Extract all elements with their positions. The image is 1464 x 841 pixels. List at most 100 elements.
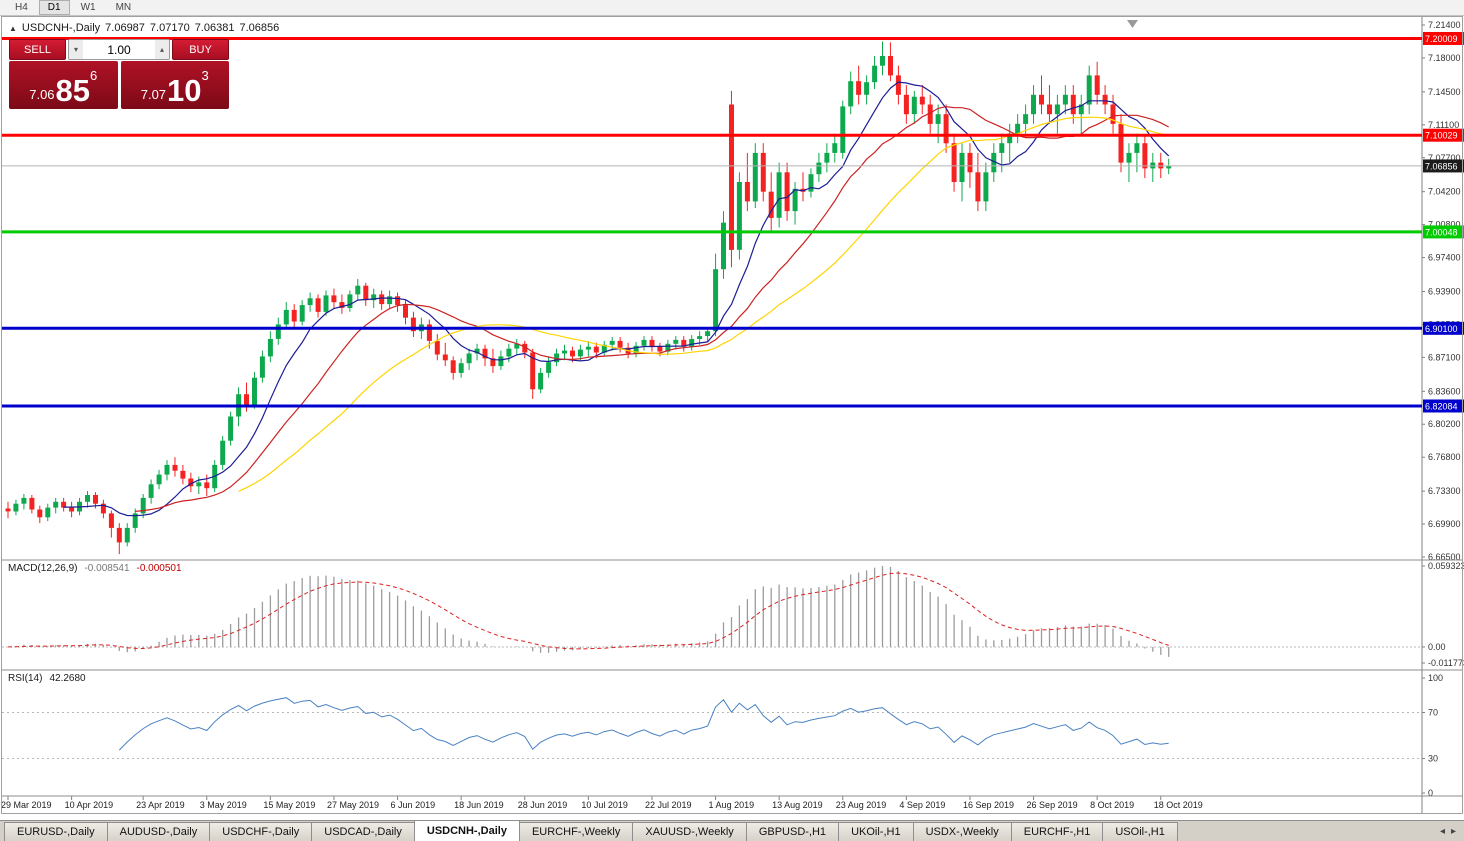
svg-text:1 Aug 2019: 1 Aug 2019 — [709, 800, 755, 810]
svg-text:6.90100: 6.90100 — [1425, 324, 1458, 334]
svg-text:7.07700: 7.07700 — [1428, 153, 1461, 163]
svg-text:18 Jun 2019: 18 Jun 2019 — [454, 800, 504, 810]
timeframe-toolbar: H4 D1 W1 MN — [0, 0, 1464, 16]
spin-up-icon: ▴ — [159, 45, 164, 54]
chart-tabs-group: EURUSD-,Daily AUDUSD-,Daily USDCHF-,Daily U… — [4, 820, 1178, 841]
svg-text:15 May 2019: 15 May 2019 — [263, 800, 315, 810]
rsi-indicator-label: RSI(14) 42.2680 — [8, 673, 86, 684]
tab-scroll-right-icon[interactable]: ▸ — [1450, 825, 1456, 837]
macd-indicator-label: MACD(12,26,9) -0.008541 -0.000501 — [8, 563, 182, 574]
svg-text:7.21400: 7.21400 — [1428, 20, 1461, 30]
chart-tab-usdcad-daily[interactable]: USDCAD-,Daily — [311, 822, 415, 841]
ask-price-prefix: 7.07 — [140, 87, 167, 102]
svg-text:-0.011773: -0.011773 — [1428, 658, 1464, 668]
svg-text:6.73300: 6.73300 — [1428, 486, 1461, 496]
pane-borders — [1, 16, 1463, 814]
timeframe-button-d1[interactable]: D1 — [38, 0, 70, 15]
volume-decrease-button[interactable]: ▾ — [69, 40, 83, 59]
timeframe-button-w1[interactable]: W1 — [80, 2, 96, 13]
rsi-name: RSI(14) — [8, 673, 43, 684]
chart-tab-ukoil-h1[interactable]: UKOil-,H1 — [838, 822, 914, 841]
chart-tab-eurchf-h1[interactable]: EURCHF-,H1 — [1010, 822, 1104, 841]
svg-text:29 Mar 2019: 29 Mar 2019 — [1, 800, 52, 810]
ohlc-close: 7.06856 — [239, 22, 280, 34]
svg-text:7.20009: 7.20009 — [1425, 34, 1458, 44]
svg-text:6.97400: 6.97400 — [1428, 253, 1461, 263]
svg-text:23 Apr 2019: 23 Apr 2019 — [136, 800, 185, 810]
macd-name: MACD(12,26,9) — [8, 563, 78, 574]
ask-price-big-digits: 10 — [167, 72, 202, 108]
chart-tab-xauusd-weekly[interactable]: XAUUSD-,Weekly — [632, 822, 747, 841]
svg-text:6.87100: 6.87100 — [1428, 352, 1461, 362]
svg-text:13 Aug 2019: 13 Aug 2019 — [772, 800, 823, 810]
svg-text:6.69900: 6.69900 — [1428, 519, 1461, 529]
spin-down-icon: ▾ — [73, 45, 78, 54]
svg-text:0.00: 0.00 — [1428, 642, 1446, 652]
sell-button[interactable]: SELL — [9, 39, 66, 60]
chart-tab-usdchf-daily[interactable]: USDCHF-,Daily — [209, 822, 313, 841]
timeframe-button-h4[interactable]: H4 — [15, 2, 28, 13]
svg-text:0: 0 — [1428, 788, 1433, 798]
macd-value: -0.008541 — [84, 563, 130, 574]
price-axis[interactable]: 7.21400 7.18000 7.14500 7.11100 7.07700 7.042… — [1421, 16, 1461, 814]
ask-price-pip-digit: 3 — [201, 68, 209, 83]
svg-text:7.14500: 7.14500 — [1428, 87, 1461, 97]
svg-text:0.059323: 0.059323 — [1428, 561, 1464, 571]
volume-control: ▾ ▴ — [68, 39, 170, 60]
bid-price-prefix: 7.06 — [29, 87, 55, 102]
svg-text:6.82084: 6.82084 — [1425, 401, 1458, 411]
chart-tab-gbpusd-h1[interactable]: GBPUSD-,H1 — [745, 822, 840, 841]
rsi-value: 42.2680 — [49, 673, 86, 684]
svg-text:23 Aug 2019: 23 Aug 2019 — [836, 800, 887, 810]
svg-text:27 May 2019: 27 May 2019 — [327, 800, 379, 810]
tab-scroll-left-icon[interactable]: ◂ — [1439, 825, 1445, 837]
chart-tab-eurchf-weekly[interactable]: EURCHF-,Weekly — [518, 822, 634, 841]
chart-tab-audusd-daily[interactable]: AUDUSD-,Daily — [106, 822, 211, 841]
ohlc-open: 7.06987 — [105, 22, 145, 34]
rsi-pane: 100 70 30 0 — [2, 673, 1443, 798]
svg-text:70: 70 — [1428, 708, 1438, 718]
svg-text:6.80200: 6.80200 — [1428, 419, 1461, 429]
chart-tab-usdx-weekly[interactable]: USDX-,Weekly — [912, 822, 1012, 841]
svg-text:6 Jun 2019: 6 Jun 2019 — [391, 800, 436, 810]
svg-text:28 Jun 2019: 28 Jun 2019 — [518, 800, 568, 810]
chart-header: ▲ USDCNH-,Daily 7.06987 7.07170 7.06381 7.068… — [9, 22, 284, 34]
svg-text:22 Jul 2019: 22 Jul 2019 — [645, 800, 692, 810]
svg-text:7.11100: 7.11100 — [1428, 120, 1459, 130]
buy-button[interactable]: BUY — [172, 39, 229, 60]
buy-price-display[interactable]: 7.07 10 3 — [120, 61, 229, 109]
symbol-label: USDCNH-,Daily — [21, 22, 101, 34]
timeframe-button-mn[interactable]: MN — [115, 2, 132, 13]
chart-tab-usoil-h1[interactable]: USOil-,H1 — [1102, 822, 1178, 841]
bid-price-pip-digit: 6 — [90, 68, 98, 83]
ohlc-low: 7.06381 — [194, 22, 235, 34]
sell-price-display[interactable]: 7.06 85 6 — [9, 61, 118, 109]
svg-text:18 Oct 2019: 18 Oct 2019 — [1154, 800, 1203, 810]
chart-tab-usdcnh-daily[interactable]: USDCNH-,Daily — [413, 820, 520, 841]
svg-text:6.66500: 6.66500 — [1428, 552, 1461, 562]
svg-text:7.00048: 7.00048 — [1425, 227, 1458, 237]
ohlc-high: 7.07170 — [149, 22, 190, 34]
svg-text:6.83600: 6.83600 — [1428, 386, 1461, 396]
svg-text:100: 100 — [1428, 673, 1443, 683]
macd-signal-value: -0.000501 — [136, 563, 182, 574]
svg-text:10 Jul 2019: 10 Jul 2019 — [581, 800, 628, 810]
chart-tabbar: EURUSD-,Daily AUDUSD-,Daily USDCHF-,Daily U… — [0, 820, 1464, 841]
svg-text:10 Apr 2019: 10 Apr 2019 — [65, 800, 114, 810]
svg-text:16 Sep 2019: 16 Sep 2019 — [963, 800, 1014, 810]
svg-text:3 May 2019: 3 May 2019 — [200, 800, 247, 810]
svg-text:7.18000: 7.18000 — [1428, 53, 1461, 63]
svg-text:8 Oct 2019: 8 Oct 2019 — [1090, 800, 1134, 810]
svg-text:30: 30 — [1428, 754, 1438, 764]
chart-tab-eurusd-daily[interactable]: EURUSD-,Daily — [4, 822, 108, 841]
candlestick-series — [5, 41, 1172, 555]
svg-text:6.76800: 6.76800 — [1428, 452, 1461, 462]
chart-collapse-icon[interactable]: ▲ — [9, 24, 17, 33]
volume-input[interactable] — [83, 40, 155, 59]
volume-increase-button[interactable]: ▴ — [155, 40, 169, 59]
chart-shift-marker-icon[interactable] — [1127, 20, 1138, 28]
date-axis[interactable]: 29 Mar 2019 10 Apr 2019 23 Apr 2019 3 May 2… — [1, 796, 1203, 810]
